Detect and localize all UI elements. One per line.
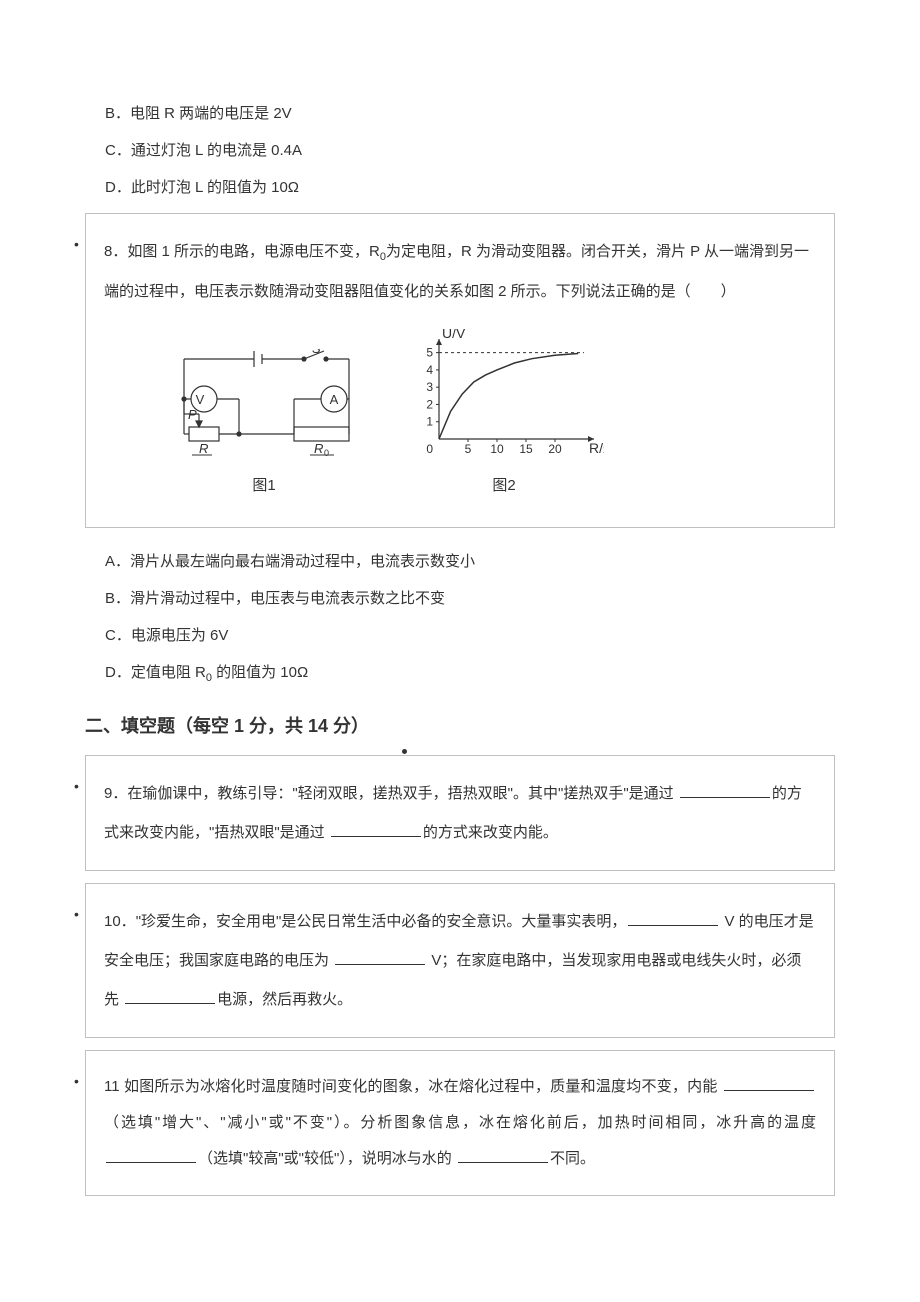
section2-title: 二、填空题（每空 1 分，共 14 分） <box>85 710 835 742</box>
q11-p3: （选填"较高"或"较低"），说明冰与水的 <box>198 1150 456 1167</box>
q10-number: 10． <box>104 913 136 930</box>
q11-box: 11 如图所示为冰熔化时温度随时间变化的图象，冰在熔化过程中，质量和温度均不变，… <box>85 1050 835 1196</box>
q10-box: 10．"珍爱生命，安全用电"是公民日常生活中必备的安全意识。大量事实表明， V … <box>85 883 835 1038</box>
q8-d-p1: D．定值电阻 R <box>105 664 206 681</box>
circuit-svg: S V A P R R 0 <box>164 349 364 459</box>
svg-text:5: 5 <box>426 345 433 359</box>
svg-text:S: S <box>312 349 321 356</box>
svg-text:4: 4 <box>426 363 433 377</box>
q8-option-c: C．电源电压为 6V <box>85 622 835 649</box>
q7-option-b: B．电阻 R 两端的电压是 2V <box>85 100 835 127</box>
svg-text:3: 3 <box>426 380 433 394</box>
q9-blank1 <box>680 780 770 798</box>
svg-text:R: R <box>314 441 323 456</box>
q9-box: 9．在瑜伽课中，教练引导："轻闭双眼，搓热双手，捂热双眼"。其中"搓热双手"是通… <box>85 755 835 871</box>
fig1-label: 图1 <box>164 472 364 499</box>
svg-text:1: 1 <box>426 414 433 428</box>
svg-text:P: P <box>188 407 197 422</box>
q10-p4: 电源，然后再救火。 <box>217 991 352 1008</box>
fig2-label: 图2 <box>404 472 604 499</box>
q7-option-c: C．通过灯泡 L 的电流是 0.4A <box>85 137 835 164</box>
svg-text:10: 10 <box>490 442 504 456</box>
svg-text:0: 0 <box>426 442 433 456</box>
q10-blank3 <box>125 986 215 1004</box>
q8-d-p2: 的阻值为 10Ω <box>212 664 308 681</box>
q8-fig2: 1 2 3 4 5 5 10 15 20 0 U/V R/Ω 图2 <box>404 329 604 499</box>
q7-option-d: D．此时灯泡 L 的阻值为 10Ω <box>85 174 835 201</box>
dot-marker-icon <box>402 749 407 754</box>
q10-blank2 <box>335 947 425 965</box>
q11-blank1 <box>724 1073 814 1091</box>
svg-text:0: 0 <box>324 448 329 458</box>
q8-text: 8．如图 1 所示的电路，电源电压不变，R0为定电阻，R 为滑动变阻器。闭合开关… <box>104 232 816 311</box>
svg-text:2: 2 <box>426 397 433 411</box>
q8-options: A．滑片从最左端向最右端滑动过程中，电流表示数变小 B．滑片滑动过程中，电压表与… <box>85 548 835 689</box>
q11-blank2 <box>106 1145 196 1163</box>
q10-text: 10．"珍爱生命，安全用电"是公民日常生活中必备的安全意识。大量事实表明， V … <box>104 902 816 1019</box>
q8-option-b: B．滑片滑动过程中，电压表与电流表示数之比不变 <box>85 585 835 612</box>
q11-number: 11 <box>104 1078 120 1095</box>
q11-text: 11 如图所示为冰熔化时温度随时间变化的图象，冰在熔化过程中，质量和温度均不变，… <box>104 1069 816 1177</box>
svg-text:A: A <box>330 392 339 407</box>
svg-text:V: V <box>196 392 205 407</box>
q10-p1: "珍爱生命，安全用电"是公民日常生活中必备的安全意识。大量事实表明， <box>136 913 627 930</box>
q9-blank2 <box>331 819 421 837</box>
q8-box: 8．如图 1 所示的电路，电源电压不变，R0为定电阻，R 为滑动变阻器。闭合开关… <box>85 213 835 528</box>
q8-text-p1: 如图 1 所示的电路，电源电压不变，R <box>127 243 380 260</box>
q11-p2: （选填"增大"、"减小"或"不变"）。分析图象信息，冰在熔化前后，加热时间相同，… <box>104 1114 816 1131</box>
svg-text:20: 20 <box>548 442 562 456</box>
q7-options: B．电阻 R 两端的电压是 2V C．通过灯泡 L 的电流是 0.4A D．此时… <box>85 100 835 201</box>
q9-number: 9． <box>104 785 127 802</box>
svg-text:R: R <box>199 441 208 456</box>
chart-svg: 1 2 3 4 5 5 10 15 20 0 U/V R/Ω <box>404 329 604 459</box>
svg-text:U/V: U/V <box>442 329 466 341</box>
q10-blank1 <box>628 908 718 926</box>
q11-p1: 如图所示为冰熔化时温度随时间变化的图象，冰在熔化过程中，质量和温度均不变，内能 <box>124 1078 722 1095</box>
q9-p1: 在瑜伽课中，教练引导："轻闭双眼，搓热双手，捂热双眼"。其中"搓热双手"是通过 <box>127 785 677 802</box>
svg-text:R/Ω: R/Ω <box>589 440 604 456</box>
q9-text: 9．在瑜伽课中，教练引导："轻闭双眼，搓热双手，捂热双眼"。其中"搓热双手"是通… <box>104 774 816 852</box>
svg-text:15: 15 <box>519 442 533 456</box>
q11-blank3 <box>458 1145 548 1163</box>
q8-number: 8． <box>104 243 127 260</box>
q8-figures: S V A P R R 0 图1 1 2 3 4 5 5 10 15 20 0 U/V R/Ω 图2 <box>164 329 816 499</box>
q8-option-a: A．滑片从最左端向最右端滑动过程中，电流表示数变小 <box>85 548 835 575</box>
svg-text:5: 5 <box>465 442 472 456</box>
q9-p3: 的方式来改变内能。 <box>423 824 558 841</box>
q8-option-d: D．定值电阻 R0 的阻值为 10Ω <box>85 659 835 689</box>
q8-fig1: S V A P R R 0 图1 <box>164 349 364 499</box>
q11-p4: 不同。 <box>550 1150 595 1167</box>
